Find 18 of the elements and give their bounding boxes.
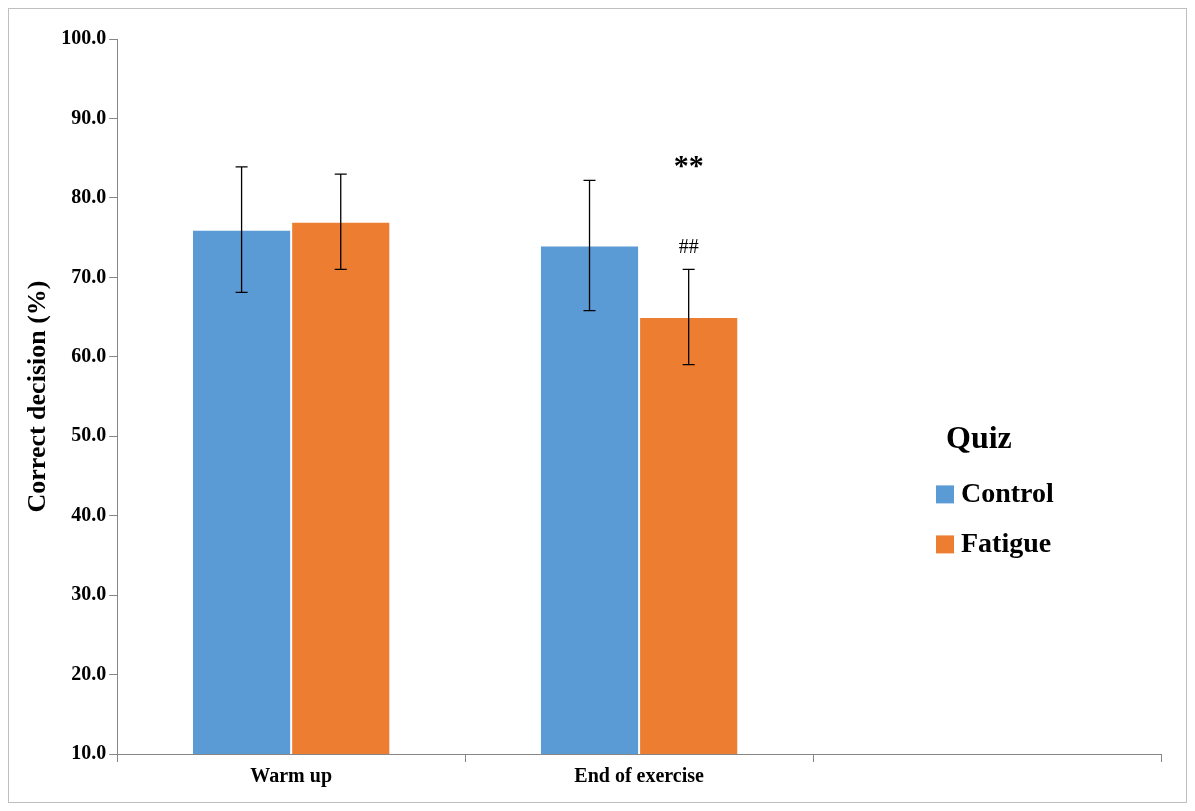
y-tick-label: 40.0: [71, 502, 107, 525]
y-tick-label: 60.0: [71, 343, 107, 366]
legend-label: Control: [961, 476, 1055, 508]
legend-label: Fatigue: [961, 526, 1052, 558]
y-tick-label: 30.0: [71, 582, 107, 605]
y-axis-title: Correct decision (%): [22, 280, 52, 513]
y-tick-label: 80.0: [71, 185, 107, 208]
y-tick-label: 90.0: [71, 105, 107, 128]
y-tick-label: 100.0: [61, 26, 107, 49]
y-tick-label: 70.0: [71, 264, 107, 287]
y-tick-label: 20.0: [71, 661, 107, 684]
x-tick-label: End of exercise: [574, 764, 705, 787]
y-tick-label: 10.0: [71, 741, 107, 764]
annotation: **: [673, 148, 704, 182]
legend-title: Quiz: [946, 418, 1012, 455]
x-tick-label: Warm up: [250, 764, 333, 788]
y-tick-label: 50.0: [71, 423, 107, 446]
annotation: ##: [678, 234, 699, 257]
